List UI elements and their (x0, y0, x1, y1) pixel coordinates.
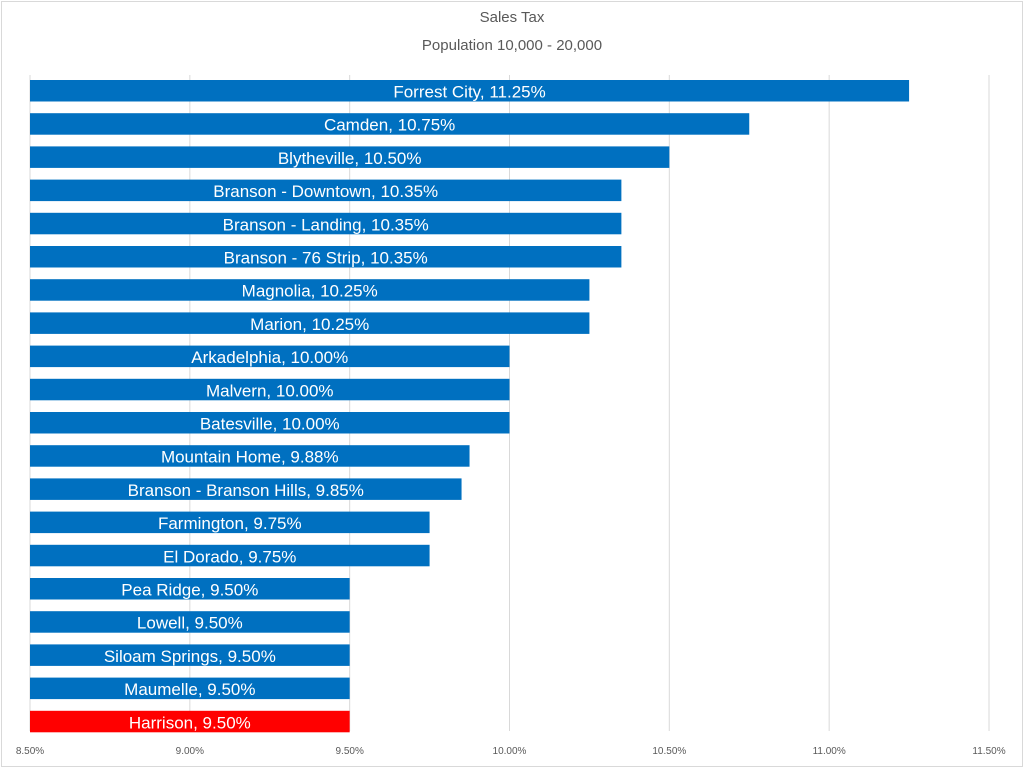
x-tick-label: 10.50% (652, 746, 686, 757)
bar (30, 710, 350, 733)
x-tick-label: 11.50% (972, 746, 1005, 757)
bar-data-label: Branson - Landing, 10.35% (223, 215, 429, 234)
bar (30, 677, 350, 700)
bar (30, 345, 510, 368)
bar-data-label: Forrest City, 11.25% (393, 83, 545, 102)
bar-data-label: Maumelle, 9.50% (124, 680, 255, 699)
x-tick-label: 10.00% (493, 746, 527, 757)
bar-data-label: Batesville, 10.00% (200, 415, 340, 434)
bar-data-label: Camden, 10.75% (324, 116, 455, 135)
bar (30, 80, 910, 102)
bar-data-label: Arkadelphia, 10.00% (191, 348, 348, 367)
x-tick-label: 11.00% (813, 746, 846, 757)
bar-data-label: Mountain Home, 9.88% (161, 448, 339, 467)
x-tick-label: 9.00% (176, 746, 204, 757)
bar-data-label: Farmington, 9.75% (158, 514, 302, 533)
bar (30, 378, 510, 401)
bar (30, 511, 430, 534)
bar (30, 312, 590, 334)
x-tick-label: 9.50% (335, 746, 363, 757)
bar (30, 212, 622, 235)
bar-data-label: Malvern, 10.00% (206, 381, 334, 400)
bar (30, 578, 350, 600)
bar-data-label: Blytheville, 10.50% (278, 149, 422, 168)
bar-data-label: El Dorado, 9.75% (163, 547, 296, 566)
x-tick-label: 8.50% (16, 746, 44, 757)
bar-data-label: Branson - Branson Hills, 9.85% (128, 481, 364, 500)
chart-subtitle: Population 10,000 - 20,000 (422, 37, 602, 54)
bar-data-label: Pea Ridge, 9.50% (121, 581, 258, 600)
bar (30, 412, 510, 434)
bar-data-label: Harrison, 9.50% (129, 713, 251, 732)
bar (30, 478, 462, 500)
chart-title: Sales Tax (480, 9, 545, 26)
bar (30, 445, 470, 467)
bar-data-label: Lowell, 9.50% (137, 614, 243, 633)
bar (30, 146, 670, 168)
bar-data-label: Branson - 76 Strip, 10.35% (224, 249, 428, 268)
bar (30, 179, 622, 202)
bar (30, 644, 350, 666)
bar (30, 544, 430, 567)
bar (30, 279, 590, 301)
bar (30, 246, 622, 268)
bar-data-label: Siloam Springs, 9.50% (104, 647, 276, 666)
bar (30, 611, 350, 633)
bar-data-label: Branson - Downtown, 10.35% (213, 182, 438, 201)
bar (30, 113, 750, 135)
bar-data-label: Marion, 10.25% (250, 315, 369, 334)
bar-data-label: Magnolia, 10.25% (242, 282, 378, 301)
